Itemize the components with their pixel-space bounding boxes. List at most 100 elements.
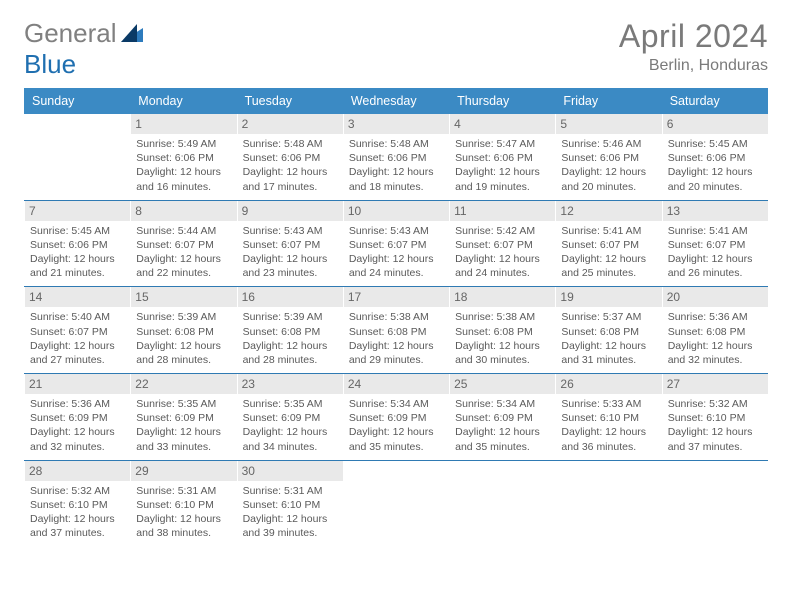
day-number: 30 (237, 461, 343, 481)
location: Berlin, Honduras (619, 57, 768, 75)
day-details: Sunrise: 5:39 AM Sunset: 6:08 PM Daylight:… (136, 310, 230, 367)
day-details: Sunrise: 5:40 AMSunset: 6:07 PMDaylight:… (30, 310, 124, 367)
sunset-line: Sunset: 6:10 PM (668, 412, 746, 424)
sunset-line: Sunset: 6:06 PM (30, 239, 108, 251)
day-number: 4 (449, 114, 555, 134)
sunrise-line: Sunrise: 5:31 AM (136, 485, 216, 497)
calendar-day: 23Sunrise: 5:35 AMSunset: 6:09 PMDayligh… (237, 374, 343, 461)
calendar-day: 6Sunrise: 5:45 AMSunset: 6:06 PMDaylight… (662, 114, 768, 200)
day-details: Sunrise: 5:47 AMSunset: 6:06 PMDaylight:… (455, 137, 549, 194)
sunset-line: Sunset: 6:09 PM (30, 412, 108, 424)
sunset-line: Sunset: 6:08 PM (561, 326, 639, 338)
daylight-line: Daylight: 12 hours and 23 minutes. (243, 253, 328, 279)
logo-blue: Blue (24, 49, 76, 79)
day-details: Sunrise: 5:43 AMSunset: 6:07 PMDaylight:… (243, 224, 337, 281)
day-number: 23 (237, 374, 343, 394)
day-details: Sunrise: 5:37 AM Sunset: 6:08 PM Daylight:… (561, 310, 655, 367)
daylight-line: Daylight: 12 hours and 27 minutes. (30, 340, 115, 366)
sunrise-line: Sunrise: 5:34 AM (349, 398, 429, 410)
daylight-line: Daylight: 12 hours and 32 minutes. (668, 340, 753, 366)
day-details: Sunrise: 5:48 AMSunset: 6:06 PMDaylight:… (349, 137, 443, 194)
sunrise-line: Sunrise: 5:49 AM (136, 138, 216, 150)
day-number: 22 (130, 374, 236, 394)
daylight-line: Daylight: 12 hours and 32 minutes. (30, 426, 115, 452)
weekday-header: Wednesday (343, 88, 449, 114)
daylight-line: Daylight: 12 hours and 37 minutes. (668, 426, 753, 452)
day-details: Sunrise: 5:45 AMSunset: 6:06 PMDaylight:… (30, 224, 124, 281)
sunset-line: Sunset: 6:10 PM (561, 412, 639, 424)
calendar-day: 18Sunrise: 5:38 AMSunset: 6:08 PMDayligh… (449, 287, 555, 374)
calendar-empty (555, 460, 661, 546)
daylight-line: Daylight: 12 hours and 39 minutes. (243, 513, 328, 539)
daylight-line: Daylight: 12 hours and 38 minutes. (136, 513, 221, 539)
calendar-day: 7 Sunrise: 5:45 AMSunset: 6:06 PMDaylight… (24, 200, 130, 287)
day-details: Sunrise: 5:48 AMSunset: 6:06 PMDaylight:… (243, 137, 337, 194)
day-number: 27 (662, 374, 768, 394)
sunrise-line: Sunrise: 5:42 AM (455, 225, 535, 237)
calendar-day: 10Sunrise: 5:43 AMSunset: 6:07 PMDayligh… (343, 200, 449, 287)
day-number: 10 (343, 201, 449, 221)
calendar-empty (662, 460, 768, 546)
sunset-line: Sunset: 6:07 PM (455, 239, 533, 251)
day-number: 13 (662, 201, 768, 221)
calendar-head: SundayMondayTuesdayWednesdayThursdayFrid… (24, 88, 768, 114)
day-number: 21 (24, 374, 130, 394)
sunrise-line: Sunrise: 5:44 AM (136, 225, 216, 237)
day-details: Sunrise: 5:32 AMSunset: 6:10 PMDaylight:… (30, 484, 124, 541)
day-details: Sunrise: 5:49 AMSunset: 6:06 PMDaylight:… (136, 137, 230, 194)
sunrise-line: Sunrise: 5:48 AM (243, 138, 323, 150)
day-details: Sunrise: 5:38 AMSunset: 6:08 PMDaylight:… (455, 310, 549, 367)
day-number: 11 (449, 201, 555, 221)
calendar-day: 20Sunrise: 5:36 AMSunset: 6:08 PMDayligh… (662, 287, 768, 374)
day-number: 7 (24, 201, 130, 221)
sunrise-line: Sunrise: 5:39 AM (136, 311, 216, 323)
calendar-day: 4 Sunrise: 5:47 AMSunset: 6:06 PMDaylight… (449, 114, 555, 200)
calendar-row: 1Sunrise: 5:49 AMSunset: 6:06 PMDaylight… (24, 114, 768, 200)
daylight-line: Daylight: 12 hours and 35 minutes. (455, 426, 540, 452)
sunrise-line: Sunrise: 5:35 AM (243, 398, 323, 410)
calendar-day: 16Sunrise: 5:39 AMSunset: 6:08 PMDayligh… (237, 287, 343, 374)
sunrise-line: Sunrise: 5:36 AM (30, 398, 110, 410)
calendar-day: 27Sunrise: 5:32 AMSunset: 6:10 PMDayligh… (662, 374, 768, 461)
calendar-row: 7 Sunrise: 5:45 AMSunset: 6:06 PMDaylight… (24, 200, 768, 287)
daylight-line: Daylight: 12 hours and 35 minutes. (349, 426, 434, 452)
calendar-day: 25 Sunrise: 5:34 AM Sunset: 6:09 PM Dayligh… (449, 374, 555, 461)
calendar-day: 11Sunrise: 5:42 AMSunset: 6:07 PMDayligh… (449, 200, 555, 287)
calendar-day: 15Sunrise: 5:39 AMSunset: 6:08 PMDayligh… (130, 287, 236, 374)
daylight-line: Daylight: 12 hours and 28 minutes. (136, 340, 221, 366)
weekday-header: Sunday (24, 88, 130, 114)
sunset-line: Sunset: 6:08 PM (136, 326, 214, 338)
sunrise-line: Sunrise: 5:47 AM (455, 138, 535, 150)
daylight-line: Daylight: 12 hours and 16 minutes. (136, 166, 221, 192)
daylight-line: Daylight: 12 hours and 31 minutes. (561, 340, 646, 366)
sunrise-line: Sunrise: 5:43 AM (243, 225, 323, 237)
day-details: Sunrise: 5:42 AMSunset: 6:07 PMDaylight:… (455, 224, 549, 281)
daylight-line: Daylight: 12 hours and 34 minutes. (243, 426, 328, 452)
calendar-day: 3Sunrise: 5:48 AMSunset: 6:06 PMDaylight… (343, 114, 449, 200)
sunrise-line: Sunrise: 5:38 AM (455, 311, 535, 323)
logo-triangle-icon (121, 18, 143, 49)
day-details: Sunrise: 5:31 AM Sunset: 6:10 PM Daylight:… (136, 484, 230, 541)
daylight-line: Daylight: 12 hours and 29 minutes. (349, 340, 434, 366)
calendar-day: 30Sunrise: 5:31 AMSunset: 6:10 PMDayligh… (237, 460, 343, 546)
sunset-line: Sunset: 6:10 PM (243, 499, 321, 511)
logo: GeneralBlue (24, 18, 143, 80)
sunrise-line: Sunrise: 5:37 AM (561, 311, 641, 323)
day-details: Sunrise: 5:35 AMSunset: 6:09 PMDaylight:… (136, 397, 230, 454)
calendar-day: 9 Sunrise: 5:43 AMSunset: 6:07 PMDaylight… (237, 200, 343, 287)
sunrise-line: Sunrise: 5:34 AM (455, 398, 535, 410)
day-details: Sunrise: 5:45 AMSunset: 6:06 PMDaylight:… (668, 137, 762, 194)
sunset-line: Sunset: 6:10 PM (136, 499, 214, 511)
sunrise-line: Sunrise: 5:36 AM (668, 311, 748, 323)
calendar-body: 1Sunrise: 5:49 AMSunset: 6:06 PMDaylight… (24, 114, 768, 546)
sunset-line: Sunset: 6:09 PM (455, 412, 533, 424)
calendar-day: 1Sunrise: 5:49 AMSunset: 6:06 PMDaylight… (130, 114, 236, 200)
calendar-day: 26Sunrise: 5:33 AMSunset: 6:10 PMDayligh… (555, 374, 661, 461)
calendar-day: 28Sunrise: 5:32 AMSunset: 6:10 PMDayligh… (24, 460, 130, 546)
day-number: 5 (555, 114, 661, 134)
day-number: 25 (449, 374, 555, 394)
calendar-empty (449, 460, 555, 546)
sunset-line: Sunset: 6:09 PM (349, 412, 427, 424)
day-number: 9 (237, 201, 343, 221)
weekday-header: Thursday (449, 88, 555, 114)
